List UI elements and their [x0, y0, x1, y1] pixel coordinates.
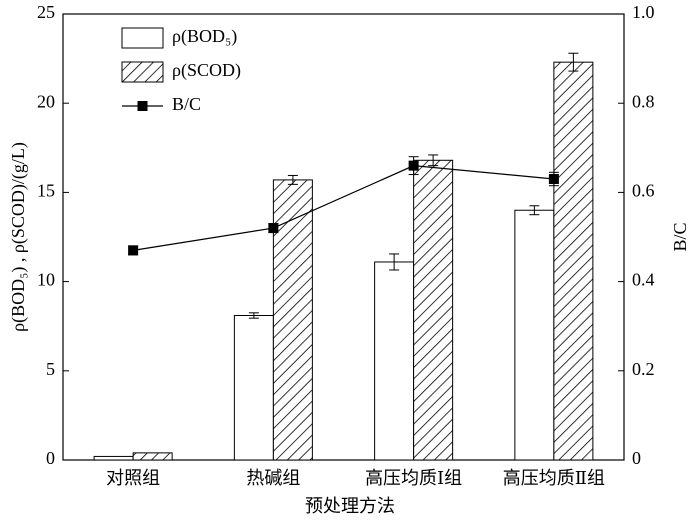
marker — [128, 245, 139, 256]
legend-label: ρ(BOD₅) — [172, 26, 237, 47]
bar — [132, 452, 173, 461]
legend-swatch — [121, 27, 164, 49]
x-tick-label: 高压均质Ⅱ组 — [503, 468, 605, 488]
y-tick-label: 15 — [37, 181, 55, 201]
y2-tick-label: 0.6 — [632, 181, 655, 201]
bar — [514, 209, 555, 461]
bar — [93, 455, 134, 461]
legend-swatch — [137, 101, 148, 111]
y2-tick-label: 0.2 — [632, 359, 655, 379]
bar — [272, 179, 313, 461]
legend-swatch — [121, 61, 164, 83]
y2-tick-label: 1.0 — [632, 2, 655, 22]
y2-tick-label: 0.8 — [632, 91, 655, 111]
legend-label: B/C — [172, 94, 201, 114]
y-tick-label: 0 — [46, 448, 55, 468]
legend-label: ρ(SCOD) — [172, 60, 241, 81]
line — [133, 165, 554, 251]
x-tick-label: 对照组 — [106, 468, 160, 488]
bar — [374, 261, 415, 461]
y-tick-label: 10 — [37, 270, 55, 290]
x-tick-label: 热碱组 — [246, 468, 300, 488]
marker — [548, 174, 559, 185]
plot-frame — [62, 13, 625, 461]
y-tick-label: 5 — [46, 359, 55, 379]
y2-axis-label: B/C — [670, 222, 690, 251]
y2-tick-label: 0 — [632, 448, 641, 468]
y-tick-label: 20 — [37, 91, 55, 111]
bar — [413, 159, 454, 461]
bar — [233, 314, 274, 461]
y-tick-label: 25 — [37, 2, 55, 22]
marker — [268, 223, 279, 234]
bar — [553, 61, 594, 461]
marker — [408, 160, 419, 171]
y-axis-label: ρ(BOD₅) , ρ(SCOD)/(g/L) — [8, 142, 29, 332]
x-axis-label: 预处理方法 — [305, 496, 395, 516]
x-tick-label: 高压均质Ⅰ组 — [365, 468, 462, 488]
y2-tick-label: 0.4 — [632, 270, 655, 290]
